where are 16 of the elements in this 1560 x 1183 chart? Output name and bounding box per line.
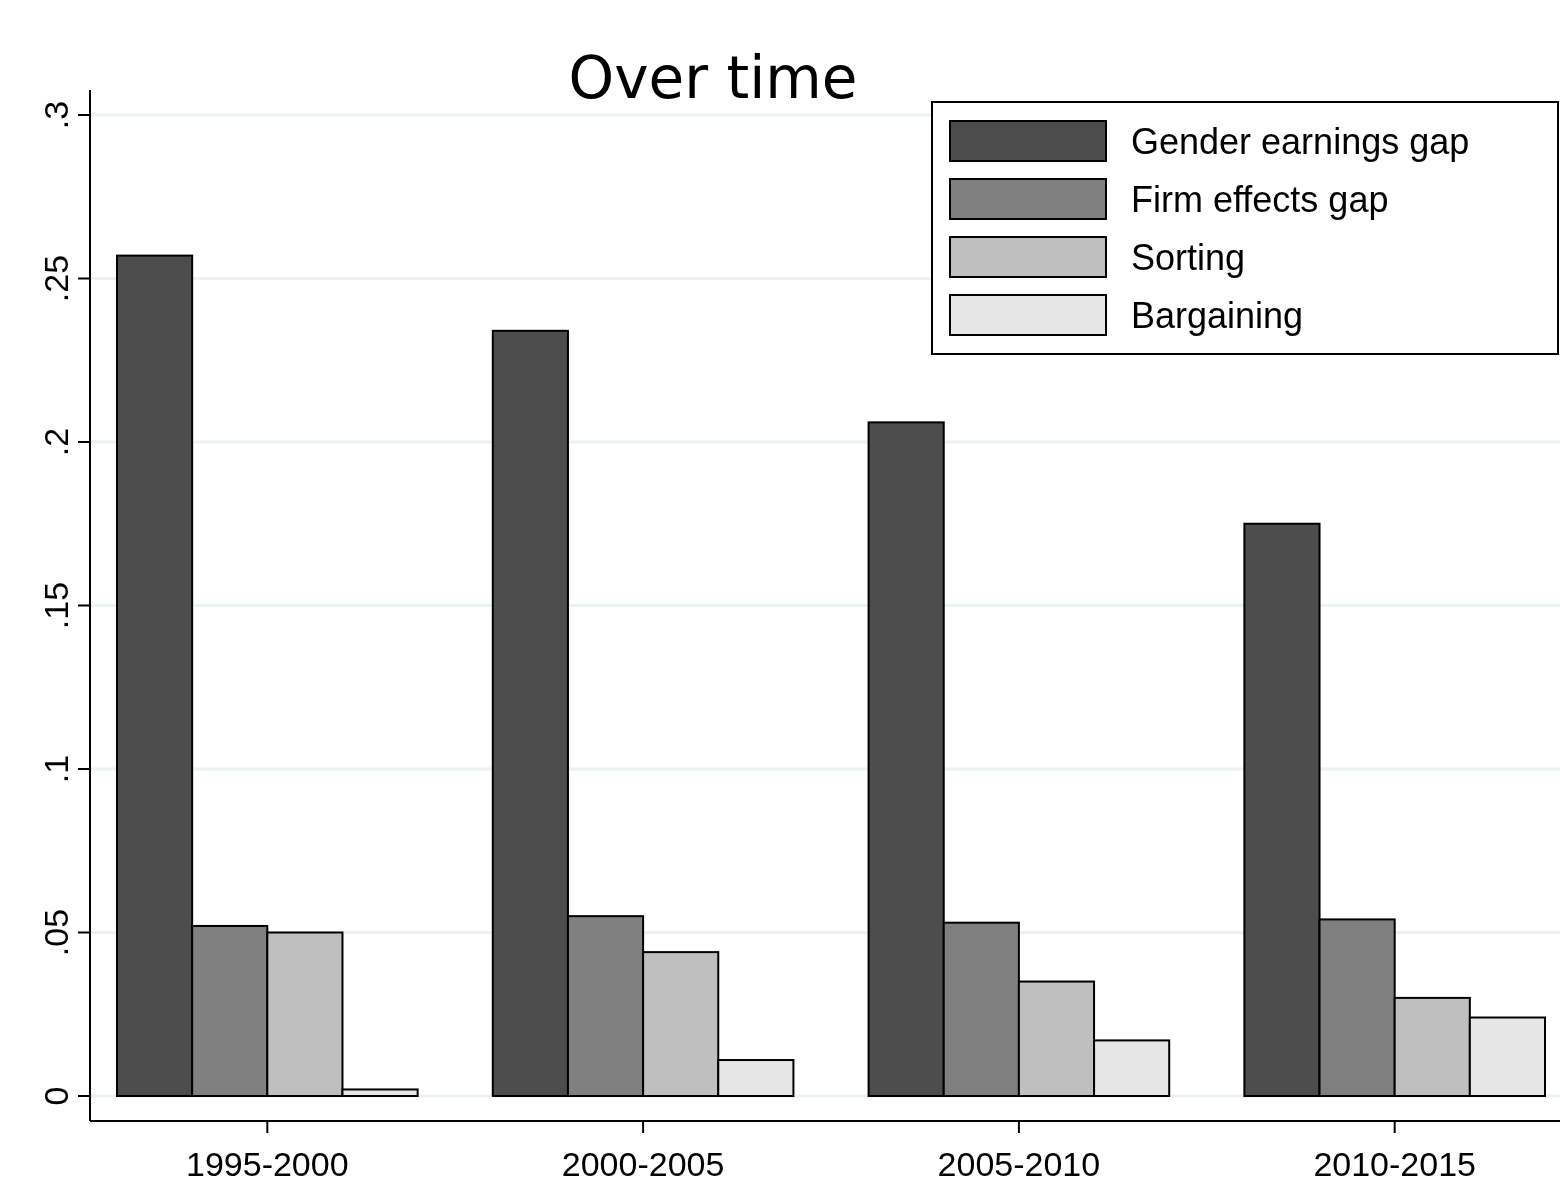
y-tick-label: .05	[37, 908, 75, 957]
x-tick-label: 1995-2000	[186, 1145, 349, 1183]
y-tick-label: 0	[37, 1086, 75, 1106]
x-tick-label: 2010-2015	[1313, 1145, 1476, 1183]
legend-label: Firm effects gap	[1131, 179, 1389, 220]
x-tick-label: 2000-2005	[561, 1145, 725, 1183]
y-tick-label: .25	[37, 254, 75, 303]
y-tick-label: .2	[37, 427, 75, 457]
legend-label: Sorting	[1131, 237, 1246, 278]
y-tick-label: .15	[37, 581, 75, 630]
legend-label: Bargaining	[1131, 295, 1304, 336]
y-tick-label: .3	[37, 100, 75, 130]
chart-title: Over time	[568, 44, 858, 112]
x-tick-label: 2005-2010	[937, 1145, 1101, 1183]
legend-label: Gender earnings gap	[1131, 121, 1470, 162]
y-tick-label: .1	[37, 754, 75, 784]
